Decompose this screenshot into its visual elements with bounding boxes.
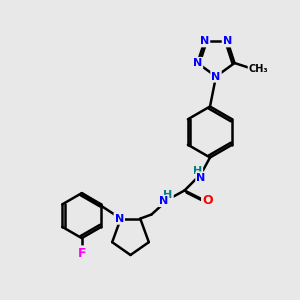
Text: N: N xyxy=(196,172,206,183)
Text: N: N xyxy=(115,214,124,224)
Text: H: H xyxy=(193,166,202,176)
Text: F: F xyxy=(77,247,86,260)
Text: N: N xyxy=(159,196,168,206)
Text: N: N xyxy=(200,36,209,46)
Text: N: N xyxy=(212,71,220,82)
Text: O: O xyxy=(202,194,213,208)
Text: H: H xyxy=(164,190,172,200)
Text: N: N xyxy=(223,36,232,46)
Text: N: N xyxy=(193,58,202,68)
Text: CH₃: CH₃ xyxy=(249,64,268,74)
